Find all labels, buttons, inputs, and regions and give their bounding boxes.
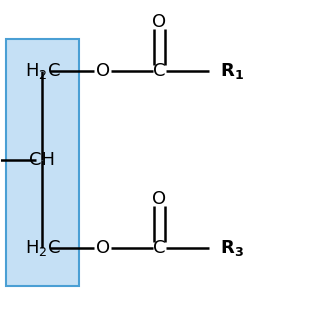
Text: H$_2$C: H$_2$C (25, 61, 60, 81)
Text: O: O (95, 239, 110, 257)
Text: O: O (95, 62, 110, 80)
Text: O: O (152, 13, 167, 31)
Text: CH: CH (29, 151, 56, 168)
Text: C: C (153, 62, 166, 80)
Text: $\mathbf{R_1}$: $\mathbf{R_1}$ (219, 61, 243, 81)
Text: $\mathbf{R_3}$: $\mathbf{R_3}$ (219, 238, 243, 258)
Text: O: O (152, 190, 167, 208)
Text: H$_2$C: H$_2$C (25, 238, 60, 258)
Bar (6, 39, 79, 286)
Text: C: C (153, 239, 166, 257)
